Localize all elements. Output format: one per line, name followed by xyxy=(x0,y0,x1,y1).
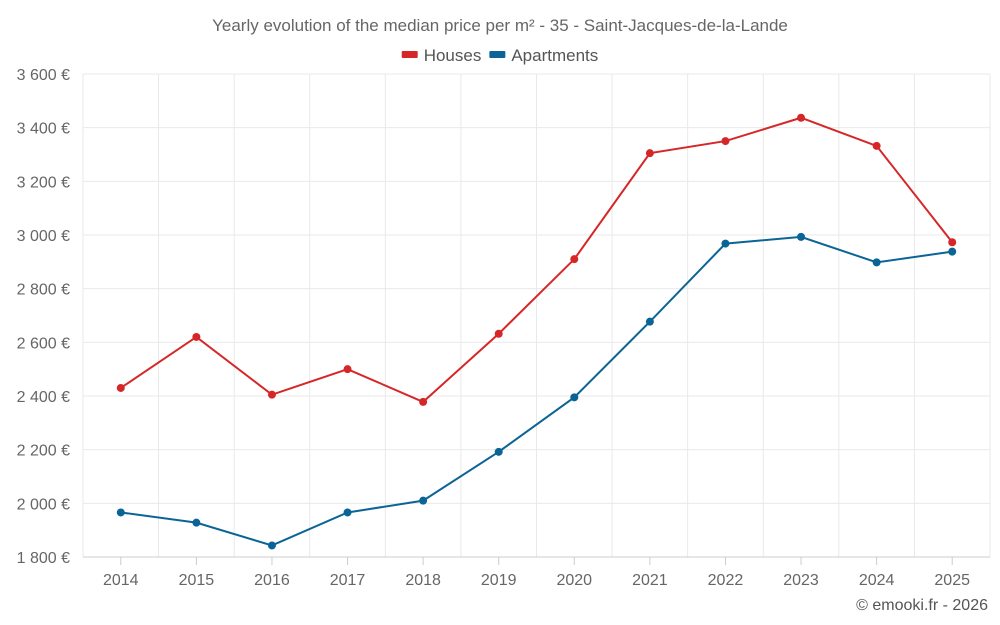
legend-item-apartments[interactable]: Apartments xyxy=(489,46,598,65)
y-tick-label: 3 200 € xyxy=(17,174,70,191)
x-tick-label: 2014 xyxy=(103,572,139,589)
data-point-houses[interactable] xyxy=(797,113,806,122)
x-tick-label: 2018 xyxy=(405,572,441,589)
data-point-houses[interactable] xyxy=(872,141,881,150)
y-tick-label: 2 600 € xyxy=(17,335,70,352)
data-point-apartments[interactable] xyxy=(645,317,654,326)
legend-label-houses: Houses xyxy=(424,46,482,65)
x-tick-label: 2022 xyxy=(708,572,744,589)
x-tick-label: 2025 xyxy=(934,572,970,589)
x-tick-label: 2017 xyxy=(330,572,366,589)
data-point-apartments[interactable] xyxy=(116,508,125,517)
y-tick-label: 3 600 € xyxy=(17,67,70,84)
data-point-apartments[interactable] xyxy=(192,518,201,527)
y-tick-label: 3 000 € xyxy=(17,228,70,245)
data-point-apartments[interactable] xyxy=(343,508,352,517)
legend-label-apartments: Apartments xyxy=(511,46,598,65)
legend: Houses Apartments xyxy=(401,46,598,65)
legend-swatch-apartments xyxy=(489,51,506,58)
data-point-apartments[interactable] xyxy=(570,393,579,402)
data-point-apartments[interactable] xyxy=(948,247,957,256)
x-tick-label: 2020 xyxy=(556,572,592,589)
data-point-houses[interactable] xyxy=(570,255,579,264)
x-axis: 2014 2015 2016 2017 2018 2019 2020 2021 2022 2023… xyxy=(103,557,970,589)
series-line-houses xyxy=(120,116,953,404)
data-point-apartments[interactable] xyxy=(797,232,806,241)
legend-swatch-houses xyxy=(401,51,418,58)
data-point-houses[interactable] xyxy=(721,137,730,146)
data-point-houses[interactable] xyxy=(645,149,654,158)
data-point-apartments[interactable] xyxy=(721,239,730,248)
x-tick-label: 2021 xyxy=(632,572,668,589)
y-tick-label: 2 400 € xyxy=(17,389,70,406)
data-point-houses[interactable] xyxy=(494,329,503,338)
x-tick-label: 2019 xyxy=(481,572,517,589)
chart-title: Yearly evolution of the median price per… xyxy=(212,16,788,35)
series-layer xyxy=(116,113,957,550)
data-point-apartments[interactable] xyxy=(419,496,428,505)
y-tick-label: 2 200 € xyxy=(17,443,70,460)
x-tick-label: 2024 xyxy=(859,572,895,589)
y-tick-label: 1 800 € xyxy=(17,550,70,567)
series-houses xyxy=(116,113,957,406)
x-tick-label: 2023 xyxy=(783,572,819,589)
data-point-houses[interactable] xyxy=(343,365,352,374)
data-point-apartments[interactable] xyxy=(872,258,881,267)
y-tick-label: 2 000 € xyxy=(17,496,70,513)
legend-item-houses[interactable]: Houses xyxy=(401,46,482,65)
data-point-apartments[interactable] xyxy=(494,447,503,456)
credit-text: © emooki.fr - 2026 xyxy=(856,597,988,614)
y-axis: 1 800 € 2 000 € 2 200 € 2 400 € 2 600 € 2 800… xyxy=(17,67,70,567)
grid xyxy=(82,73,991,558)
data-point-houses[interactable] xyxy=(419,397,428,406)
x-tick-label: 2015 xyxy=(179,572,215,589)
x-tick-label: 2016 xyxy=(254,572,290,589)
data-point-apartments[interactable] xyxy=(267,541,276,550)
data-point-houses[interactable] xyxy=(116,383,125,392)
series-apartments xyxy=(116,232,957,550)
y-tick-label: 2 800 € xyxy=(17,282,70,299)
data-point-houses[interactable] xyxy=(192,332,201,341)
y-tick-label: 3 400 € xyxy=(17,121,70,138)
series-line-apartments xyxy=(120,235,953,547)
data-point-houses[interactable] xyxy=(267,390,276,399)
data-point-houses[interactable] xyxy=(948,238,957,247)
